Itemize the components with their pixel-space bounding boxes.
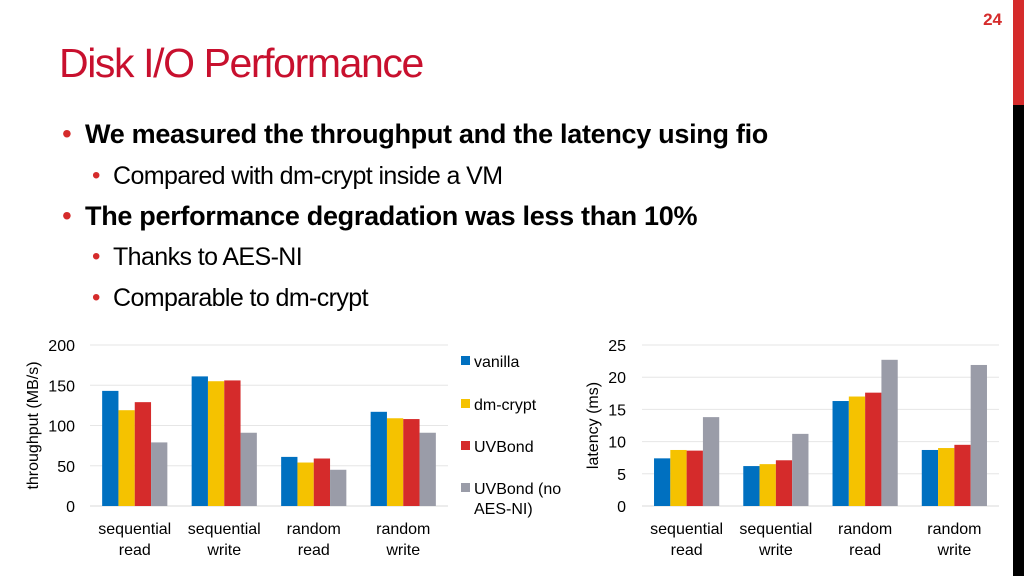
legend-swatch bbox=[461, 483, 470, 492]
y-axis-label: latency (ms) bbox=[585, 382, 602, 469]
bar bbox=[881, 359, 898, 506]
x-tick-label: read bbox=[849, 542, 881, 559]
bullet-dot: • bbox=[92, 243, 101, 270]
x-tick-label: write bbox=[206, 542, 241, 559]
bar bbox=[151, 442, 168, 506]
bar bbox=[118, 410, 135, 506]
y-tick-label: 15 bbox=[608, 402, 626, 419]
bar bbox=[775, 460, 793, 506]
accent-strip-black bbox=[1013, 105, 1024, 576]
x-tick-label: sequential bbox=[739, 521, 812, 538]
bullet-dot: • bbox=[62, 118, 72, 149]
bar bbox=[297, 462, 314, 506]
slide-title: Disk I/O Performance bbox=[59, 40, 424, 86]
bullet-1: We measured the throughput and the laten… bbox=[85, 119, 768, 149]
y-tick-label: 10 bbox=[608, 435, 626, 452]
bar bbox=[313, 458, 331, 506]
legend-label: UVBond bbox=[474, 439, 534, 456]
bar bbox=[970, 364, 987, 506]
x-tick-label: read bbox=[671, 542, 703, 559]
bar bbox=[759, 464, 776, 506]
bar bbox=[191, 376, 208, 506]
legend-swatch bbox=[461, 399, 470, 408]
y-tick-label: 100 bbox=[48, 419, 75, 436]
legend-swatch bbox=[461, 441, 470, 450]
x-tick-label: random bbox=[927, 521, 981, 538]
bar bbox=[386, 418, 404, 506]
bullet-2: The performance degradation was less tha… bbox=[85, 201, 698, 231]
bar bbox=[240, 432, 257, 506]
bar bbox=[370, 411, 387, 506]
x-tick-label: sequential bbox=[98, 521, 171, 538]
legend-swatch bbox=[461, 356, 470, 365]
sub-bullet-2-1: Thanks to AES-NI bbox=[113, 243, 303, 271]
bar bbox=[419, 432, 436, 506]
bar bbox=[102, 390, 119, 506]
bar bbox=[743, 466, 760, 506]
y-tick-label: 50 bbox=[57, 459, 75, 476]
bullet-dot: • bbox=[92, 162, 101, 189]
bar bbox=[792, 433, 809, 506]
sub-bullet-1-1: Compared with dm-crypt inside a VM bbox=[113, 162, 503, 190]
bullet-dot: • bbox=[62, 200, 72, 231]
y-tick-label: 20 bbox=[608, 370, 626, 387]
y-tick-label: 5 bbox=[617, 467, 626, 484]
bar bbox=[832, 401, 849, 506]
x-tick-label: write bbox=[385, 542, 420, 559]
y-tick-label: 150 bbox=[48, 378, 75, 395]
x-tick-label: read bbox=[298, 542, 330, 559]
bar bbox=[403, 419, 420, 506]
bar bbox=[670, 449, 687, 506]
bar bbox=[134, 402, 152, 506]
bar bbox=[207, 381, 225, 506]
x-tick-label: write bbox=[936, 542, 971, 559]
x-tick-label: random bbox=[838, 521, 892, 538]
y-tick-label: 25 bbox=[608, 338, 626, 355]
x-tick-label: read bbox=[119, 542, 151, 559]
bar bbox=[921, 449, 939, 506]
x-tick-label: random bbox=[287, 521, 341, 538]
legend-label: dm-crypt bbox=[474, 397, 537, 414]
y-tick-label: 0 bbox=[66, 499, 75, 516]
legend-label: UVBond (no bbox=[474, 481, 561, 498]
bar bbox=[330, 469, 347, 506]
bar bbox=[686, 450, 703, 506]
page-number: 24 bbox=[983, 10, 1002, 29]
bar bbox=[865, 392, 882, 506]
bar bbox=[938, 448, 955, 506]
x-tick-label: sequential bbox=[188, 521, 261, 538]
y-tick-label: 200 bbox=[48, 338, 75, 355]
y-axis-label: throughput (MB/s) bbox=[25, 361, 42, 489]
bar bbox=[281, 456, 298, 506]
x-tick-label: random bbox=[376, 521, 430, 538]
x-tick-label: sequential bbox=[650, 521, 723, 538]
bar bbox=[654, 458, 671, 506]
legend-label: vanilla bbox=[474, 354, 519, 371]
bullet-dot: • bbox=[92, 284, 101, 311]
x-tick-label: write bbox=[758, 542, 793, 559]
accent-strip-red bbox=[1013, 0, 1024, 105]
bar bbox=[224, 380, 241, 506]
sub-bullet-2-2: Comparable to dm-crypt bbox=[113, 284, 369, 312]
y-tick-label: 0 bbox=[617, 499, 626, 516]
legend-label: AES-NI) bbox=[474, 501, 533, 518]
bar bbox=[954, 444, 971, 506]
bar bbox=[702, 417, 720, 506]
bar bbox=[848, 396, 866, 506]
